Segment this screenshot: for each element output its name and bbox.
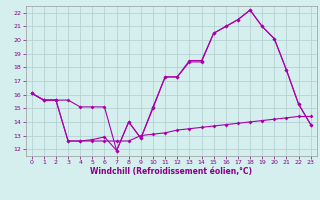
X-axis label: Windchill (Refroidissement éolien,°C): Windchill (Refroidissement éolien,°C) (90, 167, 252, 176)
